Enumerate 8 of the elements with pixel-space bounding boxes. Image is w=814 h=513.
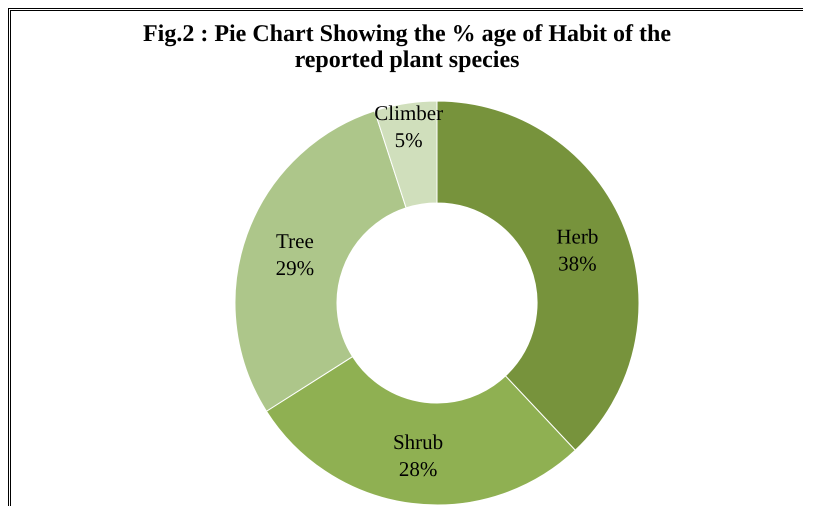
data-label: 28% <box>398 456 438 481</box>
slice-label: Tree <box>276 228 314 253</box>
data-label: 5% <box>394 128 423 152</box>
data-label: 38% <box>558 251 597 276</box>
chart-title: Fig.2 : Pie Chart Showing the % age of Habit of the reported plant species <box>142 21 672 73</box>
data-label: 29% <box>276 256 314 280</box>
slice-label: Herb <box>556 224 598 248</box>
slice-label: Shrub <box>392 430 444 454</box>
